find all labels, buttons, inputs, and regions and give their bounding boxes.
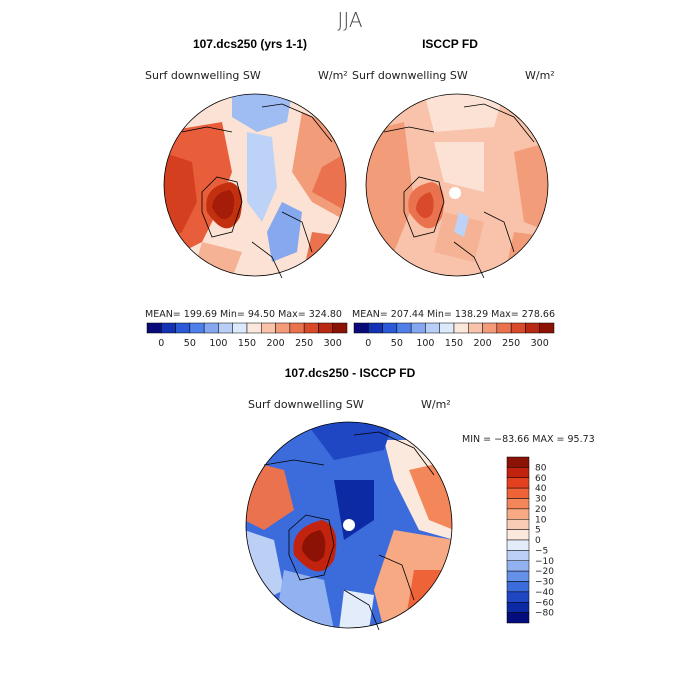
panel-1-units: W/m² bbox=[318, 69, 348, 82]
difference-colorbar-swatch bbox=[506, 550, 530, 561]
panel-2-colorbar-tick-label: 50 bbox=[391, 338, 403, 349]
difference-colorbar-tick-label: 0 bbox=[535, 536, 541, 546]
panel-1-colorbar-swatch bbox=[189, 322, 205, 334]
panel-2-colorbar-swatch bbox=[468, 322, 483, 334]
difference-colorbar-swatch bbox=[506, 456, 530, 468]
panel-2-stats: MEAN= 207.44 Min= 138.29 Max= 278.66 bbox=[352, 309, 556, 320]
panel-1-colorbar: 050100150200250300350 bbox=[146, 322, 348, 349]
panel-2-colorbar-tick-label: 250 bbox=[502, 338, 520, 349]
panel-1-map bbox=[163, 93, 347, 278]
difference-colorbar-tick-label: 5 bbox=[535, 526, 541, 536]
panel-2-colorbar-swatch bbox=[396, 322, 412, 334]
panel-1-colorbar-swatch bbox=[175, 322, 191, 334]
panel-2-colorbar-swatch bbox=[496, 322, 512, 334]
panel-2-units: W/m² bbox=[525, 69, 555, 82]
panel-1-colorbar-tick-label: 50 bbox=[184, 338, 196, 349]
panel-2-variable: Surf downwelling SW bbox=[352, 69, 468, 82]
panel-2-colorbar-swatch bbox=[368, 322, 383, 334]
panel-2-colorbar-swatch bbox=[510, 322, 526, 334]
difference-colorbar-swatch bbox=[506, 539, 530, 551]
panel-1-colorbar-swatch bbox=[246, 322, 262, 334]
panel-1-colorbar-swatch bbox=[261, 322, 276, 334]
panel-1-colorbar-swatch bbox=[318, 322, 333, 334]
plot-title: JJA bbox=[337, 8, 363, 32]
difference-colorbar-swatch bbox=[506, 467, 530, 478]
panel-1-colorbar-swatch bbox=[161, 322, 176, 334]
panel-1-colorbar-swatch bbox=[146, 322, 162, 334]
difference-colorbar-swatch bbox=[506, 498, 530, 510]
difference-units: W/m² bbox=[421, 398, 451, 411]
difference-map bbox=[245, 421, 453, 630]
difference-colorbar-tick-label: −80 bbox=[535, 609, 554, 619]
panel-1-colorbar-swatch bbox=[303, 322, 319, 334]
panel-2-colorbar-tick-label: 0 bbox=[365, 338, 371, 349]
panel-2-colorbar-swatch bbox=[482, 322, 498, 334]
panel-2-colorbar-swatch bbox=[410, 322, 426, 334]
panel-2-colorbar-swatch bbox=[353, 322, 369, 334]
panel-1-colorbar-swatch bbox=[203, 322, 219, 334]
difference-title: 107.dcs250 - ISCCP FD bbox=[284, 366, 416, 380]
panel-2-colorbar-tick-label: 100 bbox=[416, 338, 434, 349]
panel-1-colorbar-swatch bbox=[232, 322, 248, 334]
panel-1-colorbar-tick-label: 150 bbox=[238, 338, 256, 349]
difference-colorbar-tick-label: −10 bbox=[535, 557, 554, 567]
panel-2-colorbar-tick-label: 200 bbox=[474, 338, 492, 349]
difference-colorbar-tick-label: −20 bbox=[535, 567, 554, 577]
panel-2-colorbar-swatch bbox=[425, 322, 440, 334]
difference-colorbar-tick-label: −40 bbox=[535, 588, 554, 598]
difference-colorbar-swatch bbox=[506, 560, 530, 572]
panel-1-colorbar-swatch bbox=[218, 322, 233, 334]
panel-2-colorbar-swatch bbox=[539, 322, 555, 334]
panel-1-colorbar-swatch bbox=[289, 322, 305, 334]
difference-colorbar-swatch bbox=[506, 570, 530, 582]
panel-2-colorbar-swatch bbox=[453, 322, 469, 334]
panel-2-colorbar-tick-label: 150 bbox=[445, 338, 463, 349]
difference-stats: MIN = −83.66 MAX = 95.73 bbox=[462, 434, 595, 445]
panel-2-colorbar-swatch bbox=[525, 322, 540, 334]
difference-colorbar-swatch bbox=[506, 477, 530, 489]
difference-colorbar-tick-label: 10 bbox=[535, 515, 547, 525]
panel-1-title: 107.dcs250 (yrs 1-1) bbox=[192, 37, 308, 51]
difference-colorbar-tick-label: 40 bbox=[535, 484, 547, 494]
panel-2-colorbar-tick-label: 300 bbox=[531, 338, 549, 349]
difference-colorbar-swatch bbox=[506, 581, 530, 593]
difference-colorbar-swatch bbox=[506, 612, 530, 624]
difference-colorbar-tick-label: 80 bbox=[535, 463, 547, 473]
panel-1-colorbar-swatch bbox=[332, 322, 348, 334]
panel-2-colorbar: 050100150200250300350 bbox=[353, 322, 555, 349]
difference-colorbar-swatch bbox=[506, 519, 530, 530]
panel-1-colorbar-tick-label: 200 bbox=[267, 338, 285, 349]
difference-colorbar-swatch bbox=[506, 602, 530, 613]
difference-colorbar-swatch bbox=[506, 591, 530, 603]
panel-1-variable: Surf downwelling SW bbox=[145, 69, 261, 82]
difference-colorbar-tick-label: 60 bbox=[535, 474, 547, 484]
panel-1-stats: MEAN= 199.69 Min= 94.50 Max= 324.80 bbox=[145, 309, 342, 320]
panel-1-colorbar-tick-label: 100 bbox=[209, 338, 227, 349]
difference-colorbar-tick-label: −60 bbox=[535, 598, 554, 608]
difference-colorbar-tick-label: −5 bbox=[535, 546, 548, 556]
panel-1-colorbar-tick-label: 300 bbox=[324, 338, 342, 349]
panel-1-colorbar-swatch bbox=[275, 322, 291, 334]
panel-2-title: ISCCP FD bbox=[422, 37, 478, 51]
panel-2-map bbox=[365, 93, 549, 278]
difference-colorbar-tick-label: 30 bbox=[535, 495, 547, 505]
difference-variable: Surf downwelling SW bbox=[248, 398, 364, 411]
difference-colorbar-swatch bbox=[506, 487, 530, 499]
panel-1-colorbar-tick-label: 0 bbox=[158, 338, 164, 349]
difference-colorbar-tick-label: 20 bbox=[535, 505, 547, 515]
difference-colorbar-swatch bbox=[506, 508, 530, 520]
difference-colorbar-swatch bbox=[506, 529, 530, 541]
panel-2-colorbar-swatch bbox=[439, 322, 455, 334]
panel-1-colorbar-tick-label: 250 bbox=[295, 338, 313, 349]
difference-colorbar-tick-label: −30 bbox=[535, 578, 554, 588]
panel-2-colorbar-swatch bbox=[382, 322, 398, 334]
